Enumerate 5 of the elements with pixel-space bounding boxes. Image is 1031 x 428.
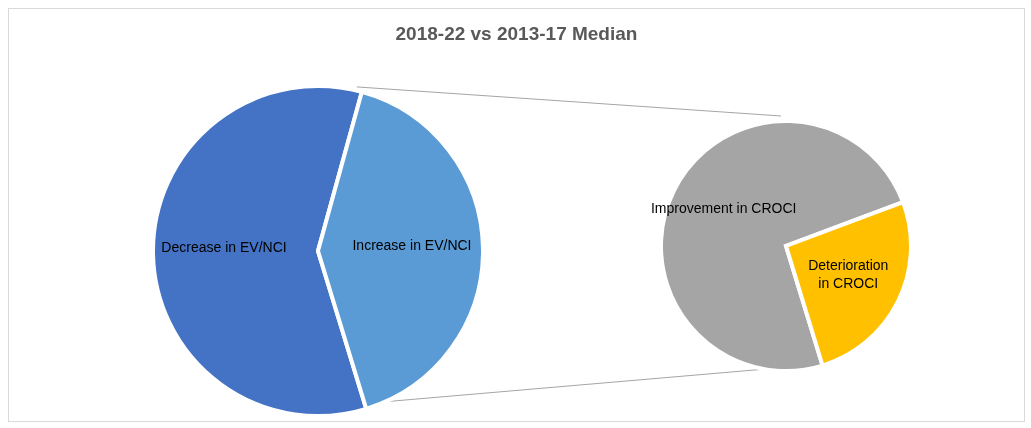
slice-label: Improvement in CROCI — [650, 199, 797, 216]
slice-label: Increase in EV/NCI — [352, 236, 472, 253]
chart-title: 2018-22 vs 2013-17 Median — [394, 23, 639, 45]
slice-label: Decrease in EV/NCI — [161, 239, 287, 256]
slice-label: Deterioration in CROCI — [808, 257, 889, 292]
